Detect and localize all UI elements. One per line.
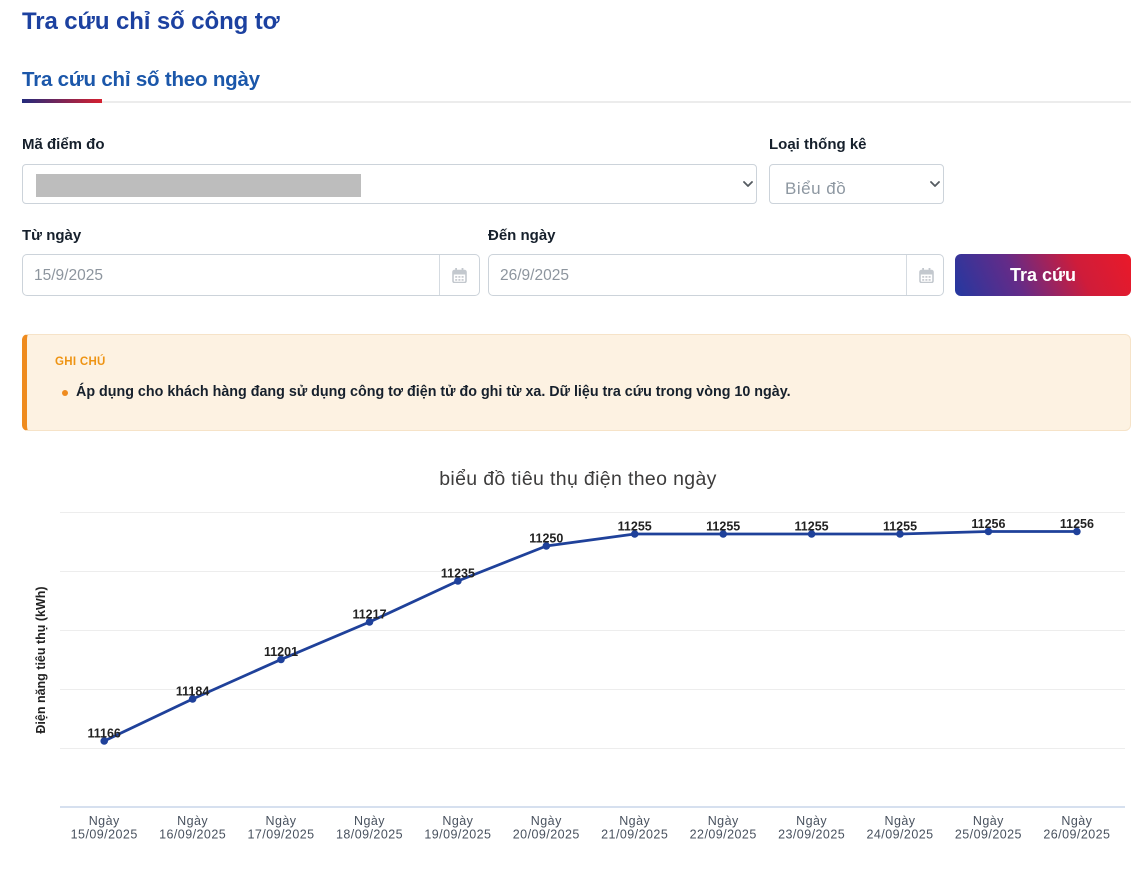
svg-text:biểu đồ tiêu thụ điện theo ngà: biểu đồ tiêu thụ điện theo ngày [439,468,717,490]
svg-text:11201: 11201 [264,645,298,659]
svg-text:21/09/2025: 21/09/2025 [601,828,668,842]
svg-text:11255: 11255 [706,520,740,534]
svg-text:11255: 11255 [883,520,917,534]
svg-text:11217: 11217 [352,608,386,622]
svg-text:23/09/2025: 23/09/2025 [778,828,845,842]
svg-text:Ngày: Ngày [354,814,385,828]
svg-text:Ngày: Ngày [177,814,208,828]
svg-text:Ngày: Ngày [885,814,916,828]
svg-text:11256: 11256 [971,517,1005,531]
svg-text:Ngày: Ngày [796,814,827,828]
svg-text:11255: 11255 [618,520,652,534]
svg-text:Điện năng tiêu thụ (kWh): Điện năng tiêu thụ (kWh) [34,586,48,733]
svg-text:Ngày: Ngày [266,814,297,828]
svg-text:Ngày: Ngày [708,814,739,828]
svg-text:20/09/2025: 20/09/2025 [513,828,580,842]
svg-text:11250: 11250 [529,532,563,546]
svg-text:11166: 11166 [88,727,121,741]
svg-text:Ngày: Ngày [442,814,473,828]
svg-text:Ngày: Ngày [89,814,120,828]
svg-text:24/09/2025: 24/09/2025 [866,828,933,842]
svg-text:22/09/2025: 22/09/2025 [690,828,757,842]
svg-text:11255: 11255 [795,520,829,534]
svg-text:18/09/2025: 18/09/2025 [336,828,403,842]
svg-text:19/09/2025: 19/09/2025 [424,828,491,842]
svg-text:Ngày: Ngày [973,814,1004,828]
svg-text:25/09/2025: 25/09/2025 [955,828,1022,842]
svg-text:11184: 11184 [176,685,209,699]
svg-text:11256: 11256 [1060,517,1094,531]
svg-text:17/09/2025: 17/09/2025 [247,828,314,842]
svg-text:Ngày: Ngày [531,814,562,828]
svg-text:26/09/2025: 26/09/2025 [1043,828,1110,842]
svg-text:16/09/2025: 16/09/2025 [159,828,226,842]
svg-text:11235: 11235 [441,567,475,581]
svg-text:Ngày: Ngày [1061,814,1092,828]
svg-text:Ngày: Ngày [619,814,650,828]
svg-text:15/09/2025: 15/09/2025 [71,828,138,842]
